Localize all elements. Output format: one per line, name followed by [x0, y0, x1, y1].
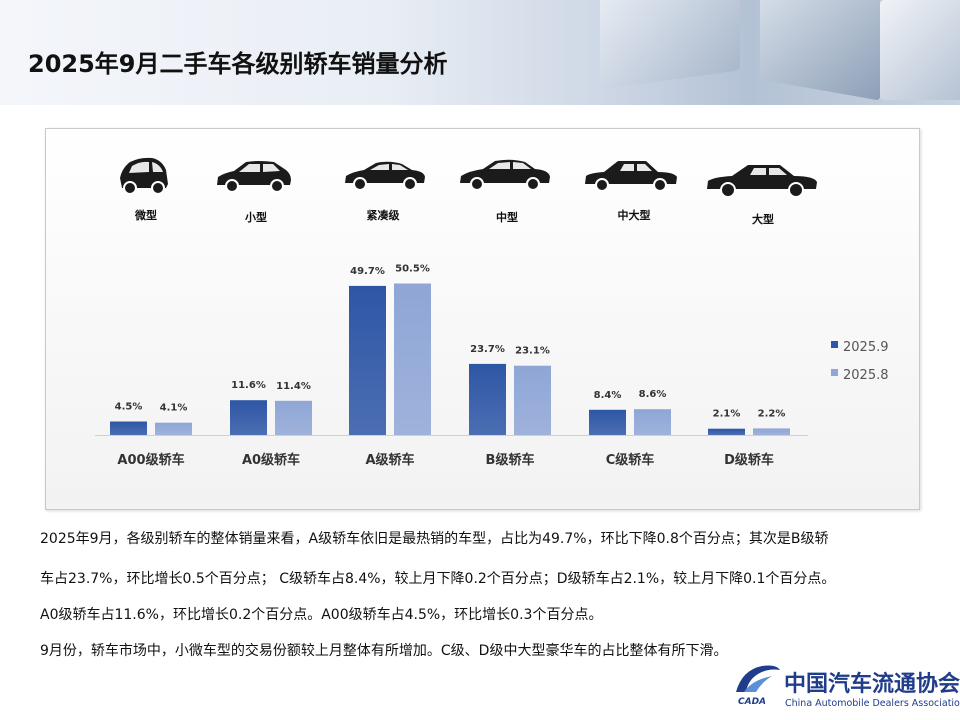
data-label: 2.1% [713, 409, 741, 420]
legend-label: 2025.8 [843, 368, 889, 383]
analysis-paragraph-4: 9月份，轿车市场中，小微车型的交易份额较上月整体有所增加。C级、D级中大型豪华车… [40, 643, 728, 659]
midsize-sedan-icon [460, 159, 550, 191]
data-label: 23.1% [515, 346, 550, 357]
category-label: D级轿车 [724, 452, 774, 468]
data-label: 11.6% [231, 380, 266, 391]
analysis-paragraph-1: 2025年9月，各级别轿车的整体销量来看，A级轿车依旧是最热销的车型，占比为49… [40, 531, 829, 547]
full-size-sedan-icon [707, 165, 817, 198]
category-label: C级轿车 [606, 452, 655, 468]
logo-english-name: China Automobile Dealers Association [785, 698, 960, 709]
decorative-cube [880, 0, 960, 100]
cada-logo-icon [736, 665, 780, 692]
micro-car-icon [120, 157, 168, 195]
car-label-compact: 紧凑级 [366, 209, 400, 222]
data-label: 4.5% [115, 402, 143, 413]
legend-label: 2025.9 [843, 340, 889, 355]
bar-2025.9-A级轿车 [349, 285, 386, 435]
bar-2025.8-A级轿车 [394, 283, 431, 435]
data-label: 50.5% [395, 264, 430, 275]
bar-2025.8-D级轿车 [753, 428, 790, 435]
car-label-fullsize: 大型 [752, 213, 774, 226]
data-label: 8.4% [594, 390, 622, 401]
page-title: 2025年9月二手车各级别轿车销量分析 [28, 50, 448, 78]
bar-2025.9-A00级轿车 [110, 421, 147, 435]
bar-2025.8-A00级轿车 [155, 422, 192, 435]
data-label: 8.6% [639, 389, 667, 400]
category-label: A0级轿车 [242, 452, 300, 468]
bar-2025.8-A0级轿车 [275, 400, 312, 435]
logo-abbr: CADA [738, 697, 767, 707]
legend-swatch [831, 341, 838, 348]
analysis-paragraph-3: A0级轿车占11.6%，环比增长0.2个百分点。A00级轿车占4.5%，环比增长… [40, 607, 603, 623]
analysis-paragraph-2: 车占23.7%，环比增长0.5个百分点； C级轿车占8.4%，较上月下降0.2个… [40, 571, 836, 587]
bar-2025.9-C级轿车 [589, 409, 626, 435]
car-label-large: 中大型 [617, 209, 651, 222]
logo-name: 中国汽车流通协会 [784, 671, 960, 697]
data-label: 4.1% [160, 403, 188, 414]
compact-sedan-icon [345, 161, 425, 191]
legend-swatch [831, 369, 838, 376]
data-label: 49.7% [350, 266, 385, 277]
bar-2025.9-D级轿车 [708, 428, 745, 435]
category-label: B级轿车 [486, 452, 535, 468]
car-label-small: 小型 [245, 211, 267, 224]
large-sedan-icon [585, 161, 677, 192]
bar-2025.8-C级轿车 [634, 409, 671, 435]
data-label: 23.7% [470, 344, 505, 355]
hatchback-car-icon [217, 161, 291, 193]
bar-2025.9-A0级轿车 [230, 400, 267, 435]
category-label: A00级轿车 [117, 452, 184, 468]
header-banner [0, 0, 960, 105]
car-label-midsize: 中型 [496, 211, 518, 224]
category-label: A级轿车 [365, 452, 414, 468]
car-label-micro: 微型 [135, 209, 157, 222]
bar-2025.9-B级轿车 [469, 363, 506, 435]
chart-panel [45, 128, 920, 510]
data-label: 11.4% [276, 381, 311, 392]
bar-2025.8-B级轿车 [514, 365, 551, 435]
data-label: 2.2% [758, 408, 786, 419]
